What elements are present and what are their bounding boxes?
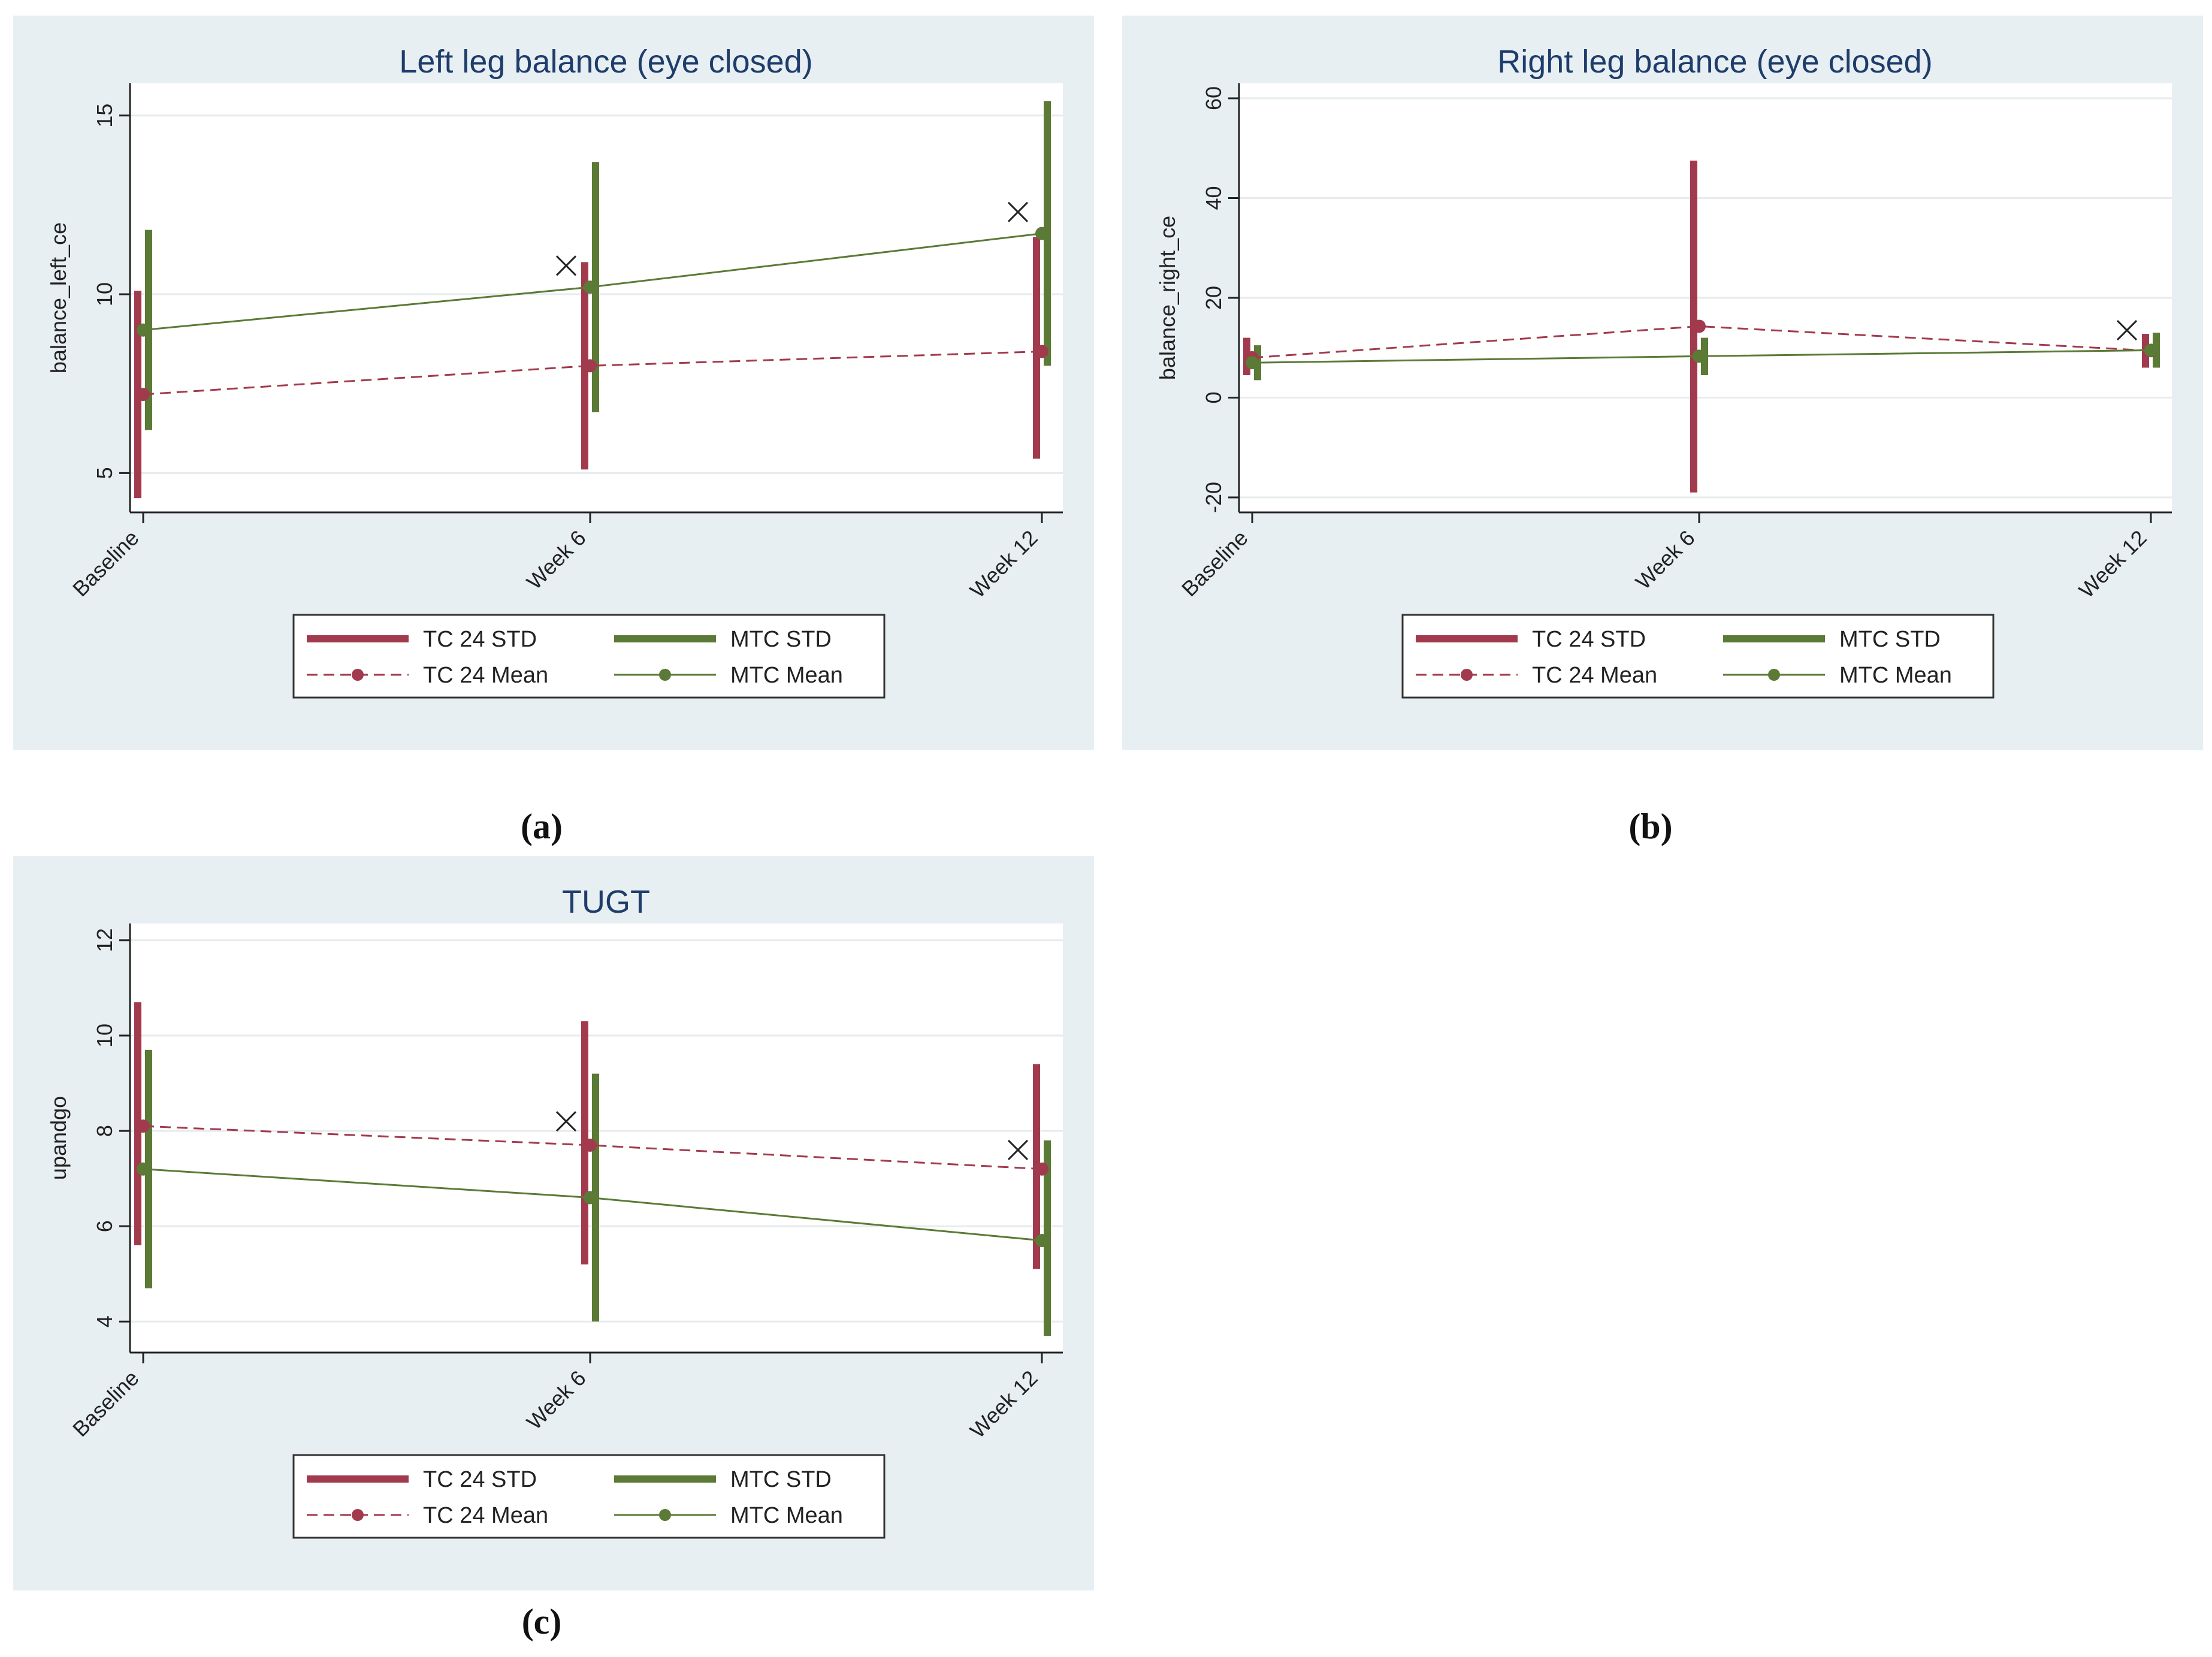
legend-tc-mean-label: TC 24 Mean (1532, 663, 1657, 688)
mtc-mean-point (1246, 356, 1259, 370)
legend-tc-std-label: TC 24 STD (1532, 627, 1646, 652)
chart-c-svg: TUGT 4 6 8 10 12 upandgo Baseline Week 6 Week 12 T… (46, 884, 1063, 1539)
y-tick-label: 5 (92, 467, 117, 479)
legend-mtc-std-label: MTC STD (1839, 627, 1941, 652)
tc-mean-point (1035, 1162, 1048, 1176)
y-tick-label: 8 (92, 1125, 117, 1137)
y-tick-label: 10 (92, 282, 117, 306)
chart-title: Left leg balance (eye closed) (399, 44, 812, 80)
x-tick-label: Week 12 (2074, 526, 2151, 603)
x-tick-label: Week 12 (965, 1366, 1042, 1443)
legend-tc-mean-point (352, 669, 364, 681)
legend-mtc-mean-label: MTC Mean (730, 663, 843, 688)
legend-mtc-std-label: MTC STD (730, 627, 832, 652)
legend-tc-std-label: TC 24 STD (423, 627, 537, 652)
tc-mean-point (584, 359, 597, 373)
chart-panel-c: TUGT 4 6 8 10 12 upandgo Baseline Week 6 Week 12 T… (13, 856, 1094, 1590)
caption-a: (a) (521, 807, 563, 846)
y-axis-label: upandgo (46, 1096, 71, 1180)
x-tick-label: Week 6 (522, 1366, 591, 1435)
x-marker (2116, 320, 2138, 341)
legend-tc-mean-point (1461, 669, 1473, 681)
legend-tc-mean-label: TC 24 Mean (423, 663, 548, 688)
legend-tc-mean-point (352, 1509, 364, 1521)
mtc-mean-point (584, 280, 597, 294)
x-tick-label: Week 6 (522, 526, 591, 594)
x-marker-stroke (555, 255, 577, 276)
mtc-mean-point (1035, 1234, 1048, 1248)
x-marker-stroke (2116, 320, 2138, 341)
y-tick-label: 15 (92, 104, 117, 128)
x-marker-stroke (1007, 1139, 1029, 1160)
caption-c: (c) (521, 1602, 562, 1641)
tc-mean-point (137, 1119, 150, 1133)
chart-panel-a: Left leg balance (eye closed) 5 10 15 balanc… (13, 16, 1094, 750)
mtc-mean-point (1693, 349, 1706, 363)
chart-panel-b: Right leg balance (eye closed) -20 0 20 40 60… (1122, 16, 2203, 750)
tc-mean-point (1035, 345, 1048, 358)
y-tick-label: 4 (92, 1315, 117, 1327)
chart-b-svg: Right leg balance (eye closed) -20 0 20 40 60… (1155, 44, 2172, 699)
y-axis-label: balance_left_ce (46, 222, 71, 373)
chart-a-svg: Left leg balance (eye closed) 5 10 15 balanc… (46, 44, 1063, 699)
y-tick-label: 10 (92, 1024, 117, 1048)
tc-mean-point (137, 388, 150, 402)
x-tick-label: Week 12 (965, 526, 1042, 603)
tc-mean-point (1693, 319, 1706, 333)
x-marker (1007, 1139, 1029, 1160)
x-tick-label: Baseline (68, 526, 144, 602)
y-tick-label: 40 (1201, 186, 1226, 210)
tc-mean-point (584, 1138, 597, 1152)
y-axis-label: balance_right_ce (1155, 216, 1180, 380)
caption-b: (b) (1628, 807, 1673, 846)
chart-title: TUGT (562, 884, 650, 920)
mtc-mean-point (1035, 227, 1048, 240)
legend-box (292, 1454, 886, 1539)
legend-mtc-mean-point (659, 1509, 671, 1521)
legend-box (1401, 614, 1995, 699)
mtc-mean-point (584, 1191, 597, 1205)
y-tick-label: 12 (92, 928, 117, 952)
mtc-mean-point (2144, 343, 2157, 357)
x-tick-label: Baseline (68, 1366, 144, 1442)
legend-mtc-std-label: MTC STD (730, 1467, 832, 1492)
legend-box (292, 614, 886, 699)
x-marker-stroke (555, 1111, 577, 1132)
x-marker (555, 255, 577, 276)
legend-mtc-mean-point (659, 669, 671, 681)
y-tick-label: 0 (1201, 391, 1226, 403)
chart-title: Right leg balance (eye closed) (1497, 44, 1932, 80)
y-tick-label: 6 (92, 1220, 117, 1232)
mtc-mean-point (137, 1162, 150, 1176)
x-tick-label: Baseline (1177, 526, 1253, 602)
x-marker-stroke (1007, 201, 1029, 222)
x-tick-label: Week 6 (1631, 526, 1700, 594)
legend-tc-std-label: TC 24 STD (423, 1467, 537, 1492)
x-marker (555, 1111, 577, 1132)
y-tick-label: -20 (1201, 482, 1226, 513)
y-tick-label: 60 (1201, 86, 1226, 110)
legend-tc-mean-label: TC 24 Mean (423, 1503, 548, 1528)
mtc-mean-point (137, 323, 150, 337)
legend-mtc-mean-label: MTC Mean (730, 1503, 843, 1528)
y-tick-label: 20 (1201, 286, 1226, 310)
legend-mtc-mean-label: MTC Mean (1839, 663, 1952, 688)
legend-mtc-mean-point (1768, 669, 1780, 681)
x-marker (1007, 201, 1029, 222)
